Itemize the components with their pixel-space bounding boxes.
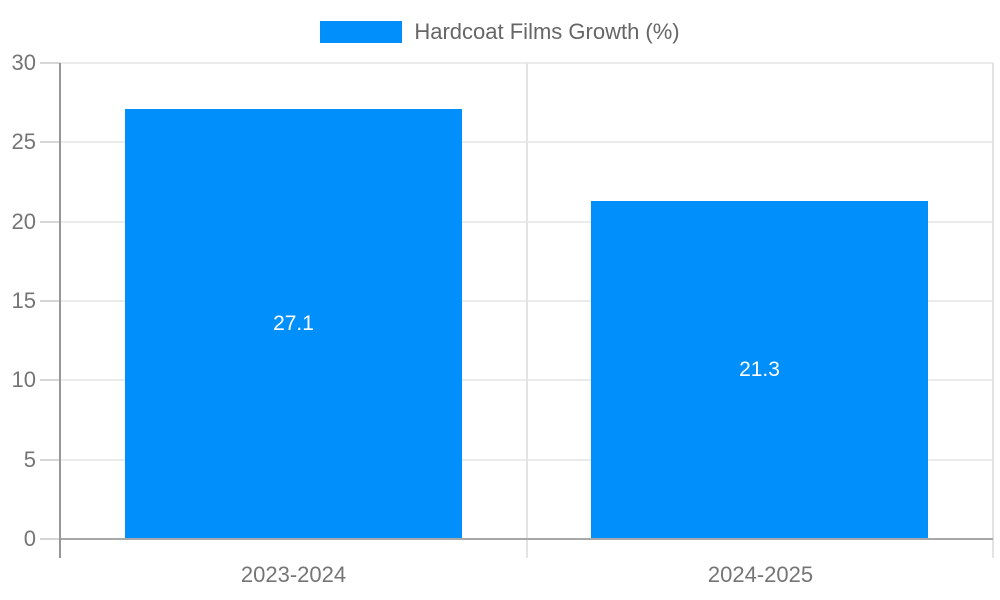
category-separator bbox=[526, 63, 528, 558]
x-axis-line bbox=[60, 538, 993, 540]
legend-swatch-icon bbox=[320, 21, 403, 43]
y-axis-tick-label: 15 bbox=[11, 288, 36, 313]
x-axis-tick-label: 2023-2024 bbox=[240, 562, 347, 587]
y-axis-tick-label: 25 bbox=[11, 129, 36, 154]
y-axis-tick bbox=[40, 300, 60, 302]
y-axis-tick bbox=[40, 538, 60, 540]
y-axis-tick bbox=[40, 221, 60, 223]
chart-legend[interactable]: Hardcoat Films Growth (%) bbox=[0, 21, 1000, 43]
y-axis-line bbox=[59, 63, 61, 558]
bar-value-label: 27.1 bbox=[273, 312, 314, 335]
y-axis-tick bbox=[40, 459, 60, 461]
legend-label: Hardcoat Films Growth (%) bbox=[414, 19, 680, 44]
y-axis-tick-label: 5 bbox=[23, 447, 36, 472]
y-axis-tick-label: 30 bbox=[11, 50, 36, 75]
x-axis-tick-label: 2024-2025 bbox=[707, 562, 814, 587]
category-separator bbox=[992, 63, 994, 558]
bar[interactable]: 21.3 bbox=[591, 201, 928, 539]
bar-value-label: 21.3 bbox=[739, 358, 780, 381]
bar[interactable]: 27.1 bbox=[125, 109, 462, 539]
y-axis-tick-label: 10 bbox=[11, 367, 36, 392]
y-axis-tick-label: 20 bbox=[11, 209, 36, 234]
y-axis-tick-label: 0 bbox=[23, 526, 36, 551]
y-axis-tick bbox=[40, 379, 60, 381]
y-axis-tick bbox=[40, 62, 60, 64]
y-axis-tick bbox=[40, 141, 60, 143]
